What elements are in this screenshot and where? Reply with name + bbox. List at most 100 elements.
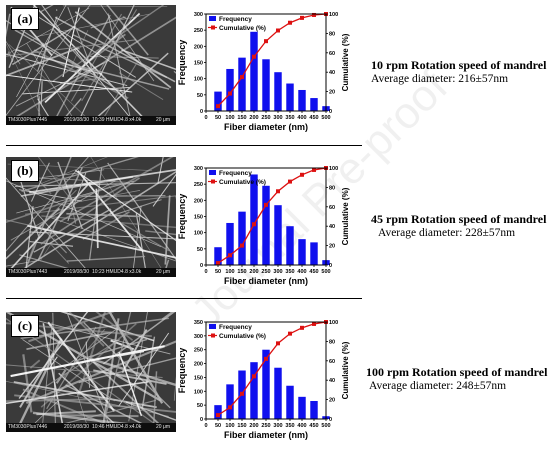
sem-fiber [66,255,146,262]
legend: Frequency Cumulative (%) [208,16,266,32]
sem-fiber [39,5,54,13]
x-tick-label: 200 [249,423,258,429]
sem-fiber [21,87,131,95]
y-tick-label: 300 [194,334,203,340]
sem-fiber [111,199,162,217]
sem-fiber [164,195,171,265]
x-tick-label: 500 [321,115,330,121]
sem-fiber [6,40,21,65]
sem-fiber [75,390,88,425]
y2-tick-label: 100 [329,12,338,18]
legend-frequency-label: Frequency [219,170,252,177]
cumulative-line [217,321,327,416]
legend-cumulative-label: Cumulative (%) [219,333,266,340]
sem-fiber [29,399,157,432]
frequency-bar [226,68,234,111]
frequency-bar [250,174,258,265]
sem-fiber [81,9,138,102]
sem-fiber [74,169,176,242]
sem-fiber [62,7,80,78]
legend-frequency-swatch [209,170,216,175]
x-tick-label: 400 [297,423,306,429]
y-axis-label: Frequency [177,40,187,86]
sem-fiber [92,361,169,432]
histogram-chart-b: 0 50 100 150 200 250 300 350 400 450 5000501001502… [177,166,350,286]
sem-fiber [18,312,89,399]
x-tick-label: 0 [204,269,207,275]
y-tick-label: 200 [194,362,203,368]
frequency-bar [214,247,222,265]
speed-label-c: 100 rpm Rotation speed of mandrel [366,365,548,379]
sem-fiber [85,341,90,388]
cumulative-point [300,172,304,177]
sem-fiber [51,14,111,125]
sem-fiber [16,5,67,98]
sem-fiber [82,66,170,90]
sem-fiber [6,189,77,260]
cumulative-point [240,391,244,396]
speed-label-a: 10 rpm Rotation speed of mandrel [371,58,547,72]
sem-fiber [88,167,103,261]
sem-fiber [26,43,75,121]
frequency-bar [214,405,222,419]
cumulative-point [288,179,292,184]
y-tick-label: 100 [194,389,203,395]
sem-fiber [10,345,165,378]
sem-fiber [67,7,97,81]
y-tick-label: 150 [194,375,203,381]
y-tick-label: 100 [194,77,203,83]
sem-fiber [50,244,70,264]
cumulative-line [217,13,327,107]
x-tick-label: 0 [204,423,207,429]
sem-fiber [40,81,43,105]
sem-date-a: 2019/08/30 [64,117,90,123]
cumulative-line [217,167,327,264]
frequency-bar [274,367,282,419]
y2-tick-label: 20 [329,244,335,250]
legend: Frequency Cumulative (%) [208,324,266,340]
sem-fiber [122,16,127,20]
frequency-bar [238,211,246,265]
frequency-bar [250,31,258,111]
x-tick-label: 200 [249,269,258,275]
legend-frequency-label: Frequency [219,324,252,331]
y-tick-label: 150 [194,61,203,67]
y-tick-label: 150 [194,215,203,221]
sem-model-c: TM3030Plus7446 [8,424,48,430]
legend-frequency-swatch [209,324,216,329]
sem-fiber [6,381,149,405]
y2-tick-label: 20 [329,90,335,96]
sem-fiber [173,376,176,401]
sem-fiber [73,338,148,363]
y2-tick-label: 80 [329,185,335,191]
x-tick-label: 150 [237,269,246,275]
sem-fiber [6,7,90,56]
legend-cumulative-marker [211,333,215,338]
sem-fiber [100,5,155,82]
y2-tick-label: 100 [329,320,338,326]
sem-fiber [73,48,130,117]
frequency-bar [286,226,294,265]
y-tick-label: 50 [197,93,203,99]
sem-fiber [107,13,133,125]
y-tick-label: 200 [194,198,203,204]
divider-2 [6,298,362,299]
sem-fiber [6,74,133,93]
sem-fiber [157,157,164,184]
sem-fiber [23,157,72,274]
frequency-bar [238,57,246,111]
y-tick-label: 250 [194,182,203,188]
y-tick-label: 300 [194,166,203,172]
y-tick-label: 50 [197,247,203,253]
sem-fiber [118,72,164,101]
sem-fiber [95,188,99,249]
frequency-bar [250,362,258,419]
cumulative-point [288,331,292,336]
y2-axis-label: Cumulative (%) [341,341,350,399]
sem-scale-b: 20 μm [156,269,170,275]
x-tick-label: 50 [215,115,221,121]
frequency-bar [286,385,294,419]
legend-frequency-swatch [209,16,216,21]
cumulative-point [264,39,268,44]
sem-info-bar-c: TM3030Plus7446 2019/08/30 10:46 HMUD4.8 … [6,423,176,432]
